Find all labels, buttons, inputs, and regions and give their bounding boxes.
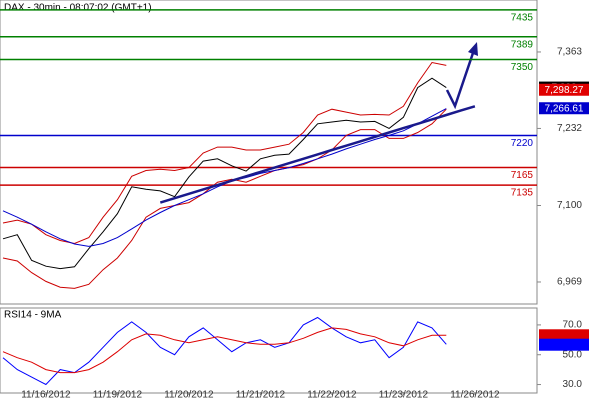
level-label: 7135 [511, 188, 534, 199]
level-label: 7220 [511, 138, 534, 149]
rsi-title: RSI14 - 9MA [4, 310, 62, 321]
y-tick-label: 50.0 [563, 349, 583, 360]
series-line [2, 327, 447, 374]
y-tick-label: 6,969 [557, 277, 582, 288]
x-tick-label: 11/19/2012 [93, 390, 143, 400]
y-tick-label: 7,100 [557, 200, 582, 211]
y-tick-label: 7,232 [557, 123, 582, 134]
x-tick-label: 11/21/2012 [236, 390, 286, 400]
price-tag [539, 329, 589, 342]
series-line [159, 105, 476, 204]
price-tag-label: 7,266.61 [545, 103, 584, 114]
level-label: 7435 [511, 13, 534, 24]
series-line [2, 108, 447, 289]
price-tag [539, 338, 589, 351]
series-line [2, 316, 447, 386]
y-tick-label: 30.0 [563, 379, 583, 390]
x-tick-label: 11/23/2012 [379, 390, 429, 400]
x-tick-label: 11/16/2012 [21, 390, 71, 400]
x-tick-label: 11/22/2012 [307, 390, 357, 400]
price-tag [539, 83, 589, 96]
y-tick-label: 7,363 [557, 47, 582, 58]
x-tick-label: 11/26/2012 [450, 390, 500, 400]
chart-title: DAX - 30min - 08:07:02 (GMT+1) [4, 3, 152, 14]
level-label: 7389 [511, 39, 534, 50]
forecast-arrowhead [468, 42, 478, 56]
level-label: 7350 [511, 62, 534, 73]
x-tick-label: 11/20/2012 [164, 390, 214, 400]
y-tick-label: 70.0 [563, 320, 583, 331]
main-panel [0, 0, 538, 305]
title-bg [1, 1, 171, 14]
forecast-arrow [445, 49, 476, 110]
rsi-panel [0, 307, 538, 394]
price-tag-label: 7,298.27 [545, 85, 584, 96]
level-label: 7165 [511, 170, 534, 181]
series-line [2, 77, 447, 270]
series-line [2, 61, 447, 245]
price-tag [539, 102, 589, 115]
